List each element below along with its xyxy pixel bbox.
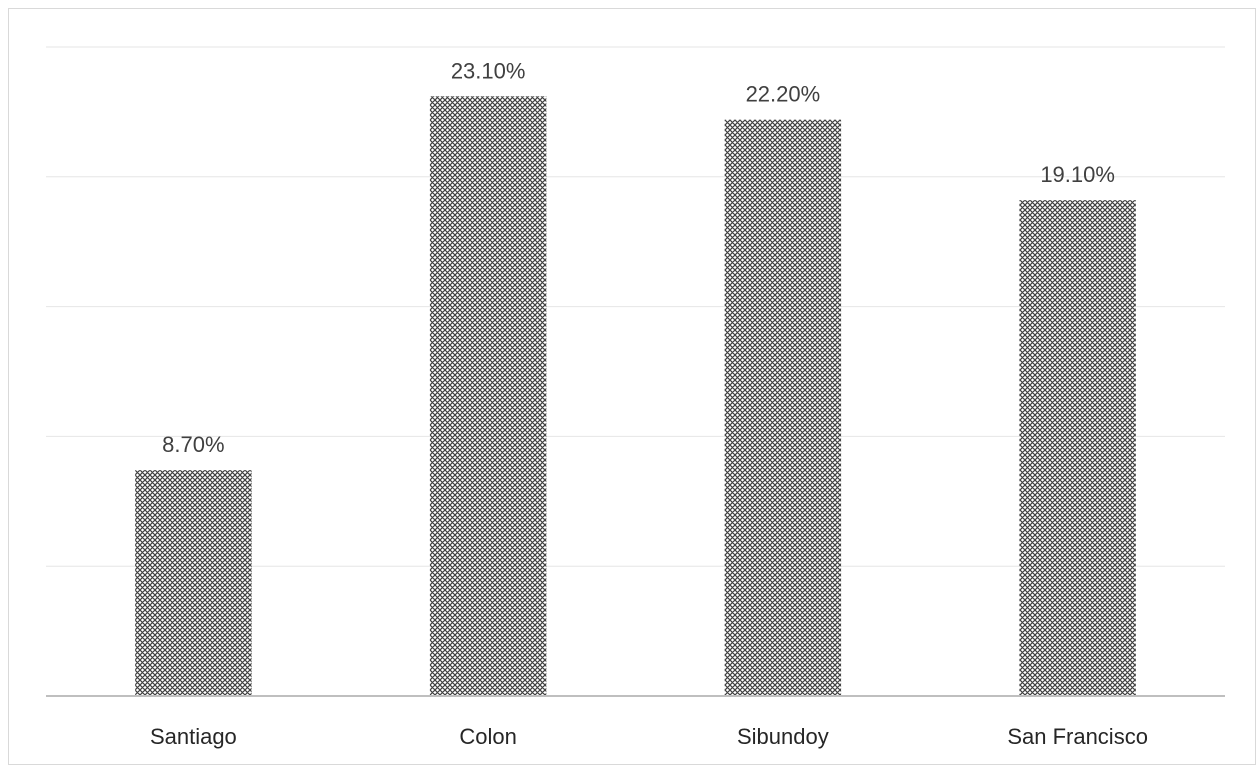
bars <box>135 96 1136 697</box>
data-label-colon: 23.10% <box>451 58 526 83</box>
bar-colon <box>429 96 547 697</box>
data-label-sibundoy: 22.20% <box>746 82 821 107</box>
bar-santiago <box>135 470 252 696</box>
bar-sibundoy <box>724 119 842 697</box>
data-label-san-francisco: 19.10% <box>1040 162 1115 187</box>
x-tick-label-san-francisco: San Francisco <box>1007 724 1148 749</box>
bar-san-francisco <box>1019 200 1136 696</box>
x-tick-label-colon: Colon <box>459 724 516 749</box>
x-tick-label-santiago: Santiago <box>150 724 237 749</box>
data-label-santiago: 8.70% <box>162 432 224 457</box>
data-labels: 8.70% 23.10% 22.20% 19.10% <box>162 58 1115 457</box>
x-tick-labels: Santiago Colon Sibundoy San Francisco <box>150 724 1148 749</box>
x-tick-label-sibundoy: Sibundoy <box>737 724 829 749</box>
